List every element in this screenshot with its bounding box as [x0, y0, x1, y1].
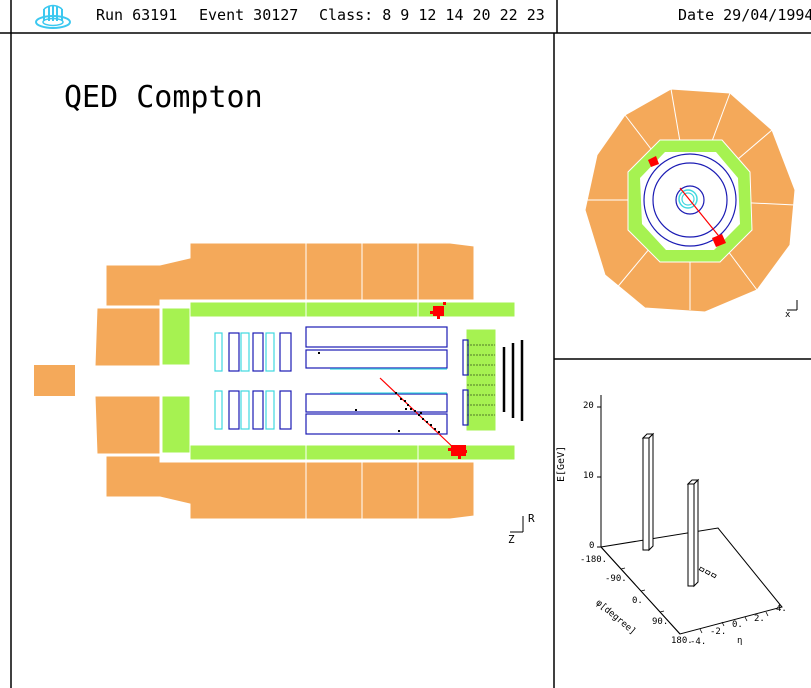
small-deposits — [698, 566, 717, 579]
x-axis-label: x — [785, 310, 791, 320]
z-axis-label: Z — [508, 533, 515, 546]
event-number: Event 30127 — [199, 6, 299, 24]
experiment-logo-icon — [35, 4, 71, 29]
event-title: QED Compton — [64, 80, 263, 115]
inner-calorimeter — [161, 301, 516, 461]
forward-muon-system — [502, 340, 524, 421]
end-view-deposits — [648, 156, 726, 247]
end-view-display — [584, 88, 798, 313]
backward-tracker — [214, 332, 292, 430]
phi-tick-m180: -180. — [580, 555, 608, 565]
energy-deposits — [430, 302, 467, 459]
phi-tick-m90: -90. — [605, 574, 627, 584]
eta-axis-label: η — [737, 636, 743, 646]
central-tracker — [305, 326, 469, 435]
r-axis-label: R — [528, 512, 535, 525]
event-header: Run 63191 Event 30127 Class: 8 9 12 14 2… — [0, 0, 811, 33]
phi-tick-180: 180. — [671, 636, 693, 646]
z-tick-0: 0 — [589, 541, 595, 551]
phi-tick-0: 0. — [632, 596, 643, 606]
side-view-display — [34, 242, 524, 533]
xy-axis-indicator — [787, 300, 798, 311]
eta-tick-m4: -4. — [690, 637, 707, 647]
z-tick-20: 20 — [583, 401, 594, 411]
eta-tick-4: 4. — [776, 604, 787, 614]
z-tick-10: 10 — [583, 471, 594, 481]
calorimeter-bottom — [94, 395, 475, 520]
energy-axis-label: E[GeV] — [556, 445, 567, 482]
energy-tower-1 — [641, 432, 655, 552]
eta-tick-m2: -2. — [710, 627, 727, 637]
energy-tower-2 — [686, 478, 700, 588]
run-number: Run 63191 — [96, 6, 178, 24]
trigger-class: Class: 8 9 12 14 20 22 23 — [319, 6, 545, 24]
calorimeter-top — [94, 242, 475, 367]
end-view-track — [679, 187, 723, 241]
lego-plot — [597, 395, 783, 635]
event-date: Date 29/04/1994 — [678, 6, 811, 24]
phi-tick-90: 90. — [652, 617, 669, 627]
eta-tick-0: 0. — [732, 620, 743, 630]
eta-tick-2: 2. — [754, 614, 765, 624]
backward-calorimeter — [34, 365, 75, 396]
track-hits — [318, 352, 440, 433]
forward-calorimeter-layers — [467, 344, 495, 416]
rz-axis-indicator — [510, 516, 524, 533]
